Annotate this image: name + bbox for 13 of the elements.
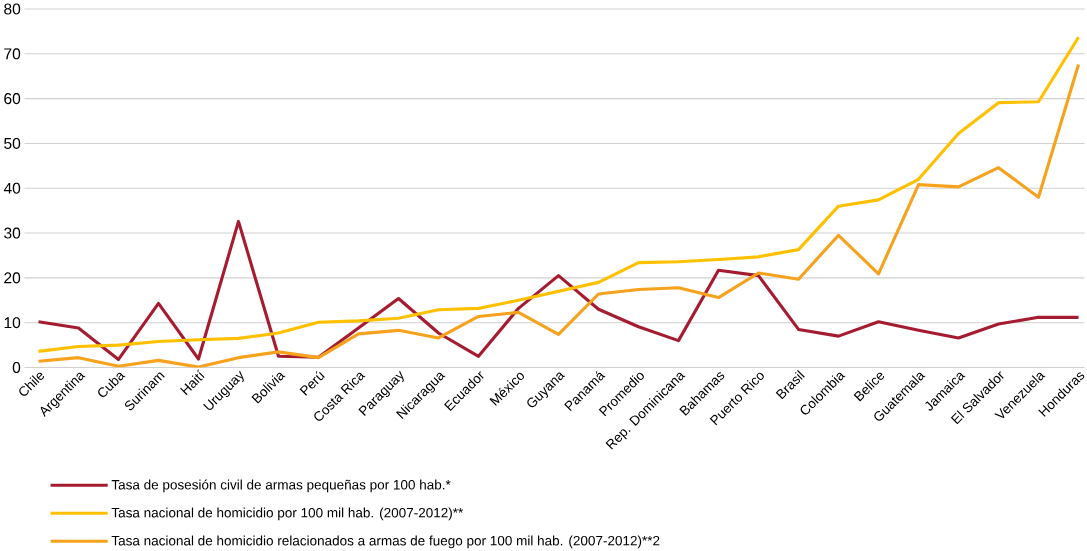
y-tick-label: 70 [4,48,21,60]
y-tick-label: 60 [4,93,21,105]
legend-label: Tasa nacional de homicidio por 100 mil hab. (2007-2012)** [111,507,464,521]
legend-label: Tasa nacional de homicidio relacionados a armas de fuego por 100 mil hab. (2007-2012)**2 [111,535,660,549]
y-tick-label: 10 [4,317,21,329]
line-series [36,219,1081,361]
y-tick-label: 30 [4,227,21,239]
y-tick-label: 50 [4,137,21,149]
y-tick-label: 0 [12,361,21,373]
y-tick-label: 40 [3,182,21,194]
y-tick-label: 80 [4,3,21,15]
legend-label: Tasa de posesión civil de armas pequeñas por 100 hab.* [111,479,451,493]
y-tick-label: 20 [4,272,21,284]
